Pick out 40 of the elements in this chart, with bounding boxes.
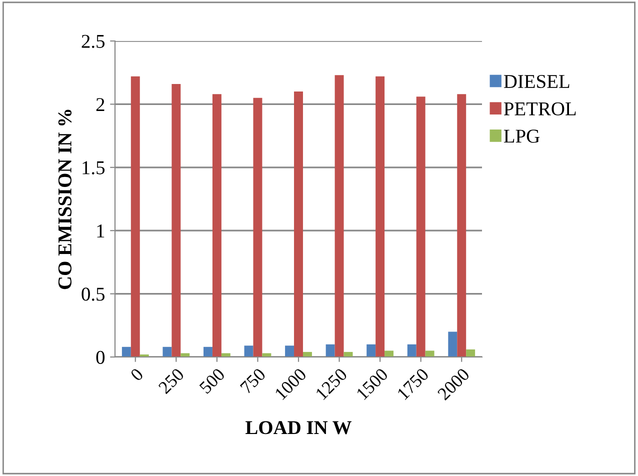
bar xyxy=(416,96,426,357)
legend-label: PETROL xyxy=(504,102,576,116)
bar xyxy=(425,350,434,357)
bar xyxy=(466,349,476,357)
bar xyxy=(180,353,190,357)
bar xyxy=(457,94,466,357)
y-tick-label: 0 xyxy=(96,350,105,364)
legend-label: DIESEL xyxy=(504,74,570,88)
y-tick-label: 2 xyxy=(96,98,104,111)
bar xyxy=(334,75,344,357)
bar xyxy=(130,76,140,357)
bar xyxy=(253,98,262,357)
bar xyxy=(221,353,230,357)
bar xyxy=(366,344,376,357)
y-tick-label: 1 xyxy=(97,224,104,238)
bar xyxy=(244,346,254,357)
x-tick-label: 750 xyxy=(240,368,266,394)
bar xyxy=(294,92,303,357)
bar xyxy=(162,346,172,357)
bar xyxy=(384,350,394,357)
bar xyxy=(326,344,335,357)
bar xyxy=(407,344,416,357)
y-axis-title: CO EMISSION IN % xyxy=(58,110,72,290)
bar xyxy=(203,346,212,357)
bar xyxy=(212,94,222,357)
x-tick-label: 500 xyxy=(198,368,226,394)
bar xyxy=(122,346,131,357)
y-tick-label: 2.5 xyxy=(82,34,105,48)
bar xyxy=(376,76,385,357)
bar xyxy=(448,332,458,357)
y-tick-label: 0.5 xyxy=(82,288,105,301)
bar xyxy=(302,352,312,357)
bar xyxy=(262,353,272,357)
bar xyxy=(285,346,294,357)
bar xyxy=(172,84,181,357)
legend-label: LPG xyxy=(504,130,540,143)
x-tick-label: 250 xyxy=(158,368,185,394)
x-tick-label: 0 xyxy=(130,368,144,382)
y-tick-label: 1.5 xyxy=(82,161,105,174)
x-axis-title: LOAD IN W xyxy=(246,421,352,434)
